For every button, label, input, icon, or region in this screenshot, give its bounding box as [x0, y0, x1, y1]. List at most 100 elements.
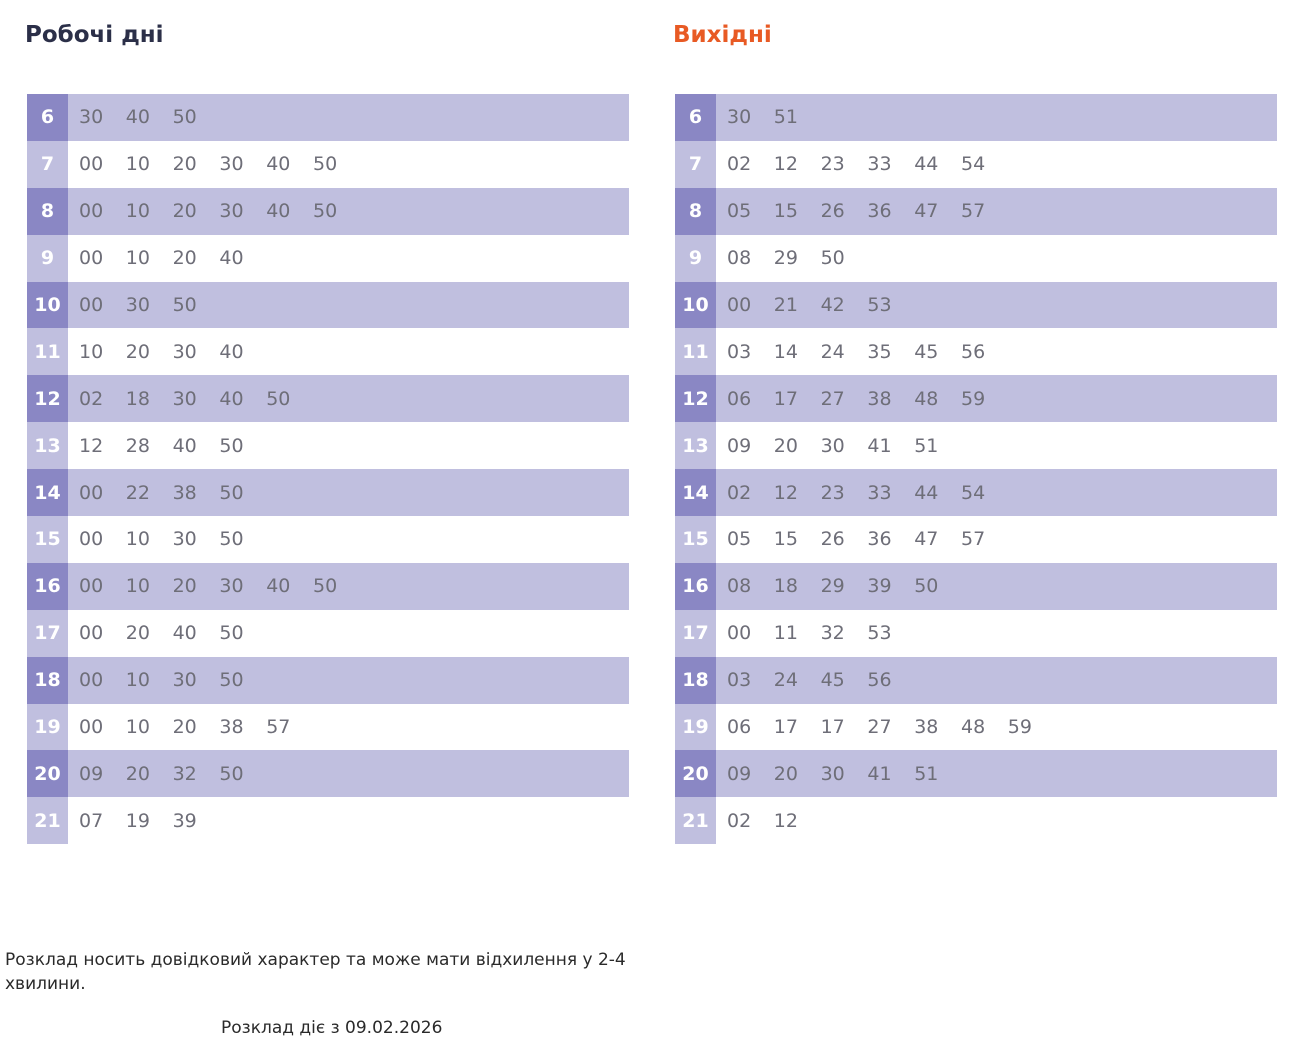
minutes-cell: 02 12 23 33 44 54: [716, 469, 1277, 517]
hour-cell: 21: [27, 797, 68, 845]
departure-minute: 10: [125, 247, 150, 270]
departure-minute: 05: [727, 528, 752, 551]
departure-minute: 03: [727, 340, 752, 363]
schedule-row: 20 09 20 32 50: [27, 750, 629, 798]
departure-minute: 06: [727, 387, 752, 410]
weekend-schedule-table: 6 30 51 7 02 12 23 33 44 54 8 05 15 26 36 47 57 9 08 29 50 10…: [675, 94, 1277, 845]
departure-minute: 20: [125, 762, 150, 785]
departure-minute: 30: [219, 575, 244, 598]
departure-minute: 30: [820, 762, 845, 785]
departure-minute: 23: [820, 153, 845, 176]
schedule-disclaimer: Розклад носить довідковий характер та мо…: [5, 950, 626, 994]
departure-minute: 40: [172, 622, 197, 645]
minutes-cell: 08 18 29 39 50: [716, 562, 1277, 610]
departure-minute: 50: [219, 528, 244, 551]
schedule-row: 20 09 20 30 41 51: [675, 750, 1277, 798]
departure-minute: 36: [867, 200, 892, 223]
departure-minute: 47: [914, 200, 939, 223]
departure-minute: 32: [172, 762, 197, 785]
schedule-row: 21 02 12: [675, 797, 1277, 845]
departure-minute: 50: [172, 106, 197, 129]
schedule-row: 16 08 18 29 39 50: [675, 562, 1277, 610]
departure-minute: 50: [312, 575, 338, 598]
minutes-cell: 02 18 30 40 50: [68, 375, 629, 423]
departure-minute: 10: [125, 200, 150, 223]
departure-minute: 51: [914, 762, 939, 785]
schedule-row: 12 06 17 27 38 48 59: [675, 375, 1277, 423]
departure-minute: 00: [79, 481, 104, 504]
departure-minute: 11: [773, 622, 798, 645]
departure-minute: 50: [266, 387, 291, 410]
hour-cell: 8: [27, 187, 68, 235]
departure-minute: 56: [867, 669, 892, 692]
departure-minute: 50: [172, 294, 197, 316]
departure-minute: 12: [773, 153, 798, 176]
hour-cell: 21: [675, 797, 716, 845]
minutes-cell: 30 51: [716, 94, 1277, 141]
departure-minute: 02: [727, 481, 752, 504]
minutes-cell: 09 20 30 41 51: [716, 750, 1277, 798]
departure-minute: 03: [727, 669, 752, 692]
departure-minute: 27: [867, 716, 892, 739]
minutes-cell: 00 10 20 38 57: [68, 703, 629, 751]
schedule-row: 16 00 10 20 30 40 50: [27, 562, 629, 610]
schedule-row: 11 10 20 30 40: [27, 328, 629, 376]
departure-minute: 00: [79, 294, 104, 316]
departure-minute: 02: [79, 387, 104, 410]
schedule-row: 15 05 15 26 36 47 57: [675, 516, 1277, 563]
minutes-cell: 00 20 40 50: [68, 609, 629, 657]
hour-cell: 14: [27, 469, 68, 517]
departure-minute: 17: [773, 387, 798, 410]
departure-minute: 48: [914, 387, 939, 410]
departure-minute: 02: [727, 809, 752, 832]
departure-minute: 26: [820, 528, 845, 551]
departure-minute: 26: [820, 200, 845, 223]
departure-minute: 20: [172, 716, 197, 739]
minutes-cell: 03 14 24 35 45 56: [716, 328, 1277, 376]
hour-cell: 14: [675, 469, 716, 517]
minutes-cell: 02 12 23 33 44 54: [716, 140, 1277, 188]
departure-minute: 42: [820, 294, 845, 316]
departure-minute: 12: [79, 434, 104, 457]
departure-minute: 51: [773, 106, 798, 129]
schedule-row: 9 08 29 50: [675, 234, 1277, 282]
hour-cell: 20: [27, 750, 68, 798]
minutes-cell: 12 28 40 50: [68, 422, 629, 470]
hour-cell: 19: [675, 703, 716, 751]
schedule-valid-from: Розклад діє з 09.02.2026: [221, 1018, 443, 1038]
minutes-cell: 10 20 30 40: [68, 328, 629, 376]
departure-minute: 20: [172, 575, 197, 598]
hour-cell: 6: [675, 94, 716, 141]
departure-minute: 38: [219, 716, 244, 739]
departure-minute: 45: [820, 669, 845, 692]
hour-cell: 13: [27, 422, 68, 470]
schedule-row: 19 06 17 17 27 38 48 59: [675, 703, 1277, 751]
weekday-title: Робочі дні: [25, 22, 164, 48]
minutes-cell: 00 22 38 50: [68, 469, 629, 517]
departure-minute: 30: [727, 106, 752, 129]
departure-minute: 08: [727, 575, 752, 598]
departure-minute: 00: [79, 528, 104, 551]
departure-minute: 24: [773, 669, 798, 692]
departure-minute: 57: [960, 200, 986, 223]
schedule-row: 6 30 40 50: [27, 94, 629, 141]
schedule-row: 9 00 10 20 40: [27, 234, 629, 282]
departure-minute: 32: [820, 622, 845, 645]
minutes-cell: 05 15 26 36 47 57: [716, 516, 1277, 563]
schedule-row: 10 00 30 50: [27, 281, 629, 329]
departure-minute: 23: [820, 481, 845, 504]
schedule-row: 7 00 10 20 30 40 50: [27, 140, 629, 188]
departure-minute: 50: [219, 669, 244, 692]
departure-minute: 10: [125, 575, 150, 598]
departure-minute: 57: [960, 528, 986, 551]
hour-cell: 10: [27, 281, 68, 329]
departure-minute: 59: [960, 387, 986, 410]
hour-cell: 20: [675, 750, 716, 798]
weekday-schedule-table: 6 30 40 50 7 00 10 20 30 40 50 8 00 10 20 30 40 50 9 00 10 20…: [27, 94, 629, 845]
departure-minute: 12: [773, 809, 798, 832]
minutes-cell: 00 30 50: [68, 281, 629, 329]
departure-minute: 00: [727, 622, 752, 645]
departure-minute: 10: [125, 153, 150, 176]
departure-minute: 33: [867, 481, 892, 504]
schedule-row: 6 30 51: [675, 94, 1277, 141]
